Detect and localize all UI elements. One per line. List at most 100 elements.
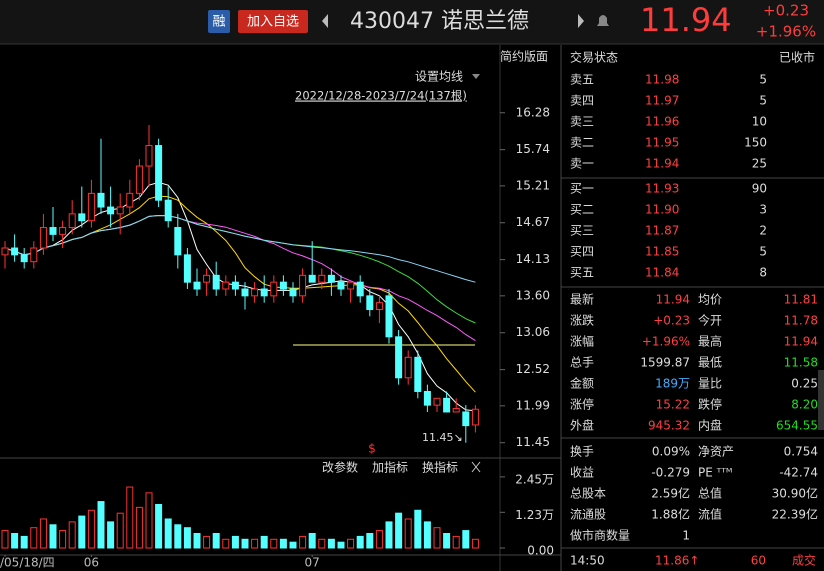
candle-body bbox=[279, 281, 287, 290]
book-label: 买一 bbox=[570, 182, 594, 196]
stat-value: 945.32 bbox=[648, 419, 690, 433]
book-price: 11.96 bbox=[645, 115, 679, 129]
volume-bar bbox=[270, 538, 278, 549]
candle-body bbox=[443, 397, 451, 413]
volume-bar bbox=[279, 538, 287, 549]
candle-body bbox=[433, 397, 441, 406]
indicator-button[interactable]: 改参数 bbox=[322, 460, 358, 475]
candle-body bbox=[423, 390, 431, 406]
fund-label: 流值 bbox=[698, 507, 722, 522]
candle-body bbox=[251, 288, 259, 297]
candle-body bbox=[318, 274, 326, 283]
candle-body bbox=[452, 408, 460, 413]
candle-body bbox=[145, 145, 153, 167]
stat-label: 均价 bbox=[698, 293, 722, 307]
y-tick-label: 13.60 bbox=[516, 288, 550, 302]
status-label: 交易状态 bbox=[570, 50, 618, 65]
volume-bar bbox=[97, 501, 105, 549]
scrollbar bbox=[818, 370, 824, 430]
fund-label: 收益 bbox=[570, 466, 594, 480]
volume-bar bbox=[164, 518, 172, 549]
ma-setting[interactable]: 设置均线 bbox=[415, 70, 463, 84]
watchlist-text[interactable]: 加入自选 bbox=[247, 15, 299, 30]
candle-body bbox=[337, 281, 345, 290]
margin-tag-text: 融 bbox=[212, 15, 225, 30]
close-indicator[interactable] bbox=[471, 461, 481, 473]
volume-tick-label: 2.45万 bbox=[515, 472, 554, 486]
volume-tick-label: 0.00 bbox=[527, 544, 554, 558]
stat-value: +1.96% bbox=[642, 335, 690, 349]
book-volume: 10 bbox=[752, 115, 767, 129]
stat-value: 8.20 bbox=[791, 398, 818, 412]
candle-body bbox=[107, 206, 115, 215]
volume-bar bbox=[289, 541, 297, 549]
candle-body bbox=[366, 295, 374, 310]
candle-body bbox=[49, 227, 57, 235]
fund-value: 0.754 bbox=[784, 445, 818, 459]
date-range: 2022/12/28-2023/7/24(137根) bbox=[295, 89, 467, 103]
volume-bar bbox=[443, 532, 451, 549]
volume-bar bbox=[241, 538, 249, 549]
candle-body bbox=[203, 274, 211, 283]
volume-bar bbox=[414, 509, 422, 549]
indicator-button[interactable]: 加指标 bbox=[372, 460, 408, 475]
indicator-button[interactable]: 换指标 bbox=[422, 460, 458, 475]
ma-dropdown[interactable] bbox=[472, 74, 480, 79]
volume-bar bbox=[59, 530, 67, 549]
stat-label: 涨停 bbox=[570, 397, 594, 412]
trade-price: 11.86↑ bbox=[655, 554, 699, 568]
volume-bar bbox=[68, 521, 76, 549]
layout-button[interactable]: 简约版面 bbox=[500, 49, 548, 64]
header-change-pct: +1.96% bbox=[756, 23, 816, 41]
stat-value: 11.78 bbox=[784, 314, 818, 328]
candle-body bbox=[193, 281, 201, 290]
book-price: 11.93 bbox=[645, 182, 679, 196]
book-volume: 5 bbox=[759, 245, 767, 259]
book-price: 11.90 bbox=[645, 203, 679, 217]
y-tick-label: 16.28 bbox=[516, 105, 550, 119]
volume-bar bbox=[423, 521, 431, 549]
y-tick-label: 14.13 bbox=[516, 252, 550, 266]
fund-value: 22.39亿 bbox=[772, 507, 818, 522]
fund-value: -42.74 bbox=[779, 466, 818, 480]
book-label: 卖四 bbox=[570, 94, 594, 108]
x-tick-label: 06 bbox=[84, 556, 99, 570]
stat-label: 内盘 bbox=[698, 418, 722, 433]
fund-value: 1 bbox=[682, 529, 690, 543]
candle-body bbox=[299, 274, 307, 297]
header-bar bbox=[0, 0, 824, 44]
candle-body bbox=[231, 281, 239, 290]
volume-bar bbox=[116, 512, 124, 549]
volume-bar bbox=[49, 524, 57, 549]
trade-kind: 成交 bbox=[792, 553, 816, 568]
next-arrow[interactable] bbox=[578, 14, 584, 28]
book-label: 卖二 bbox=[570, 136, 594, 150]
candle-body bbox=[414, 356, 422, 392]
book-price: 11.87 bbox=[645, 224, 679, 238]
y-tick-label: 15.74 bbox=[516, 142, 550, 156]
book-volume: 150 bbox=[744, 136, 767, 150]
stat-value: 0.25 bbox=[791, 377, 818, 391]
stat-label: 跌停 bbox=[698, 397, 722, 412]
alert-bell[interactable] bbox=[597, 15, 609, 26]
volume-bar bbox=[1, 530, 9, 549]
fund-value: 0.09% bbox=[652, 445, 690, 459]
volume-bar bbox=[299, 535, 307, 549]
candle-body bbox=[260, 288, 268, 297]
stat-value: 11.81 bbox=[784, 293, 818, 307]
candle-body bbox=[308, 274, 316, 283]
watchlist-button[interactable] bbox=[238, 10, 308, 33]
volume-bar bbox=[20, 535, 28, 549]
prev-arrow[interactable] bbox=[322, 14, 328, 28]
volume-bar bbox=[308, 532, 316, 549]
x-tick-label: /05/18/四 bbox=[0, 556, 55, 570]
stat-label: 金额 bbox=[570, 376, 594, 391]
volume-bar bbox=[356, 535, 364, 549]
volume-bar bbox=[155, 503, 163, 549]
y-tick-label: 12.52 bbox=[516, 362, 550, 376]
book-price: 11.98 bbox=[645, 73, 679, 87]
stat-label: 今开 bbox=[698, 313, 722, 328]
volume-bar bbox=[203, 535, 211, 549]
book-label: 卖五 bbox=[570, 73, 594, 87]
